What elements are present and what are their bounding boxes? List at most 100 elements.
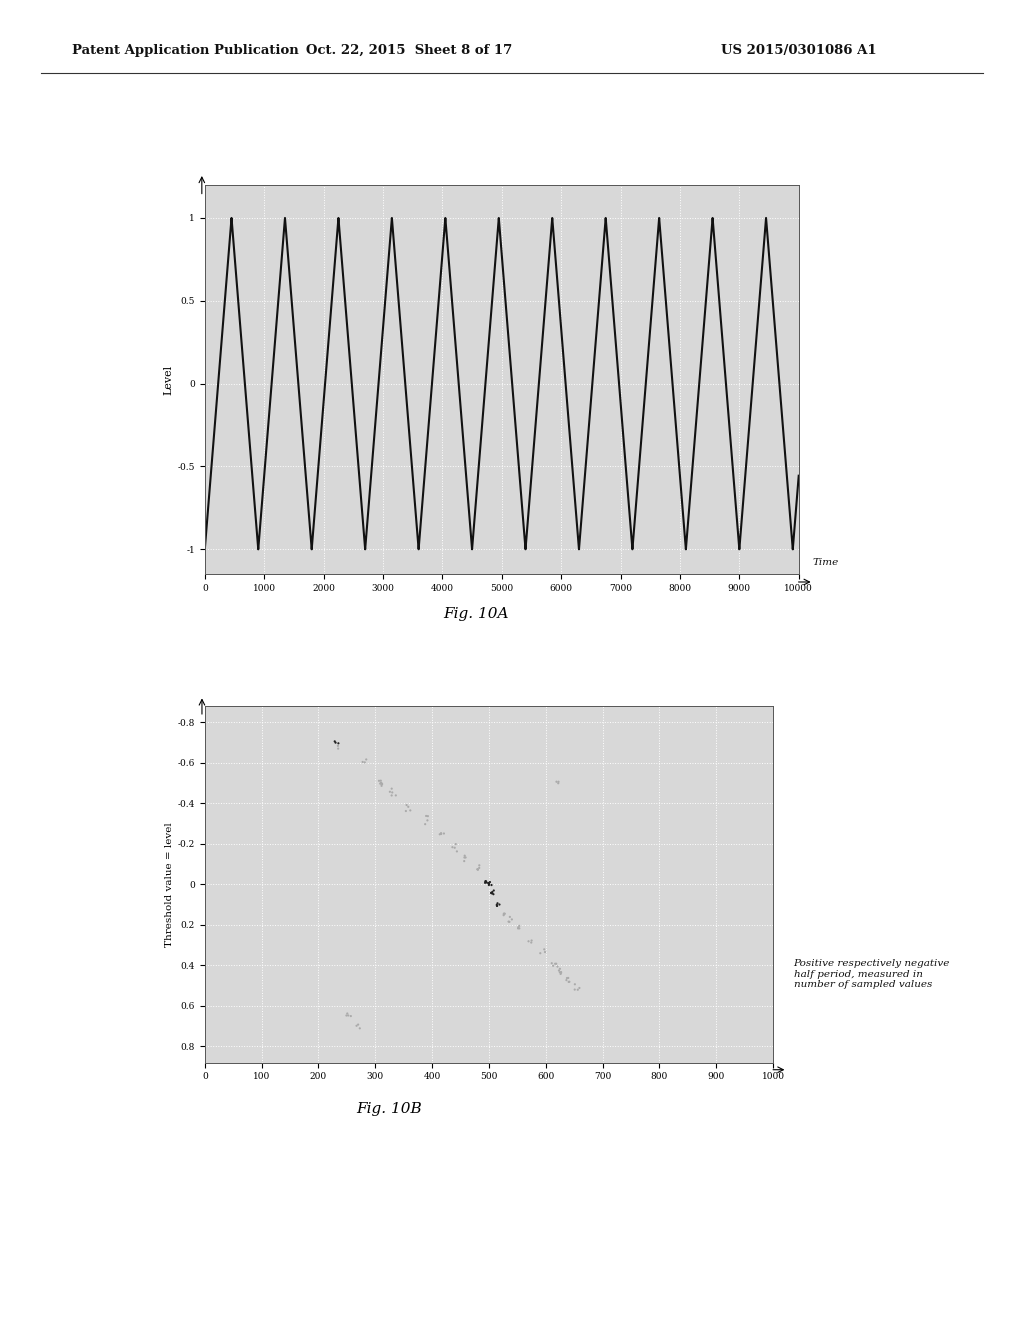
Point bbox=[373, 772, 389, 793]
Point bbox=[483, 874, 500, 895]
Point bbox=[456, 850, 472, 871]
Text: Time: Time bbox=[812, 558, 839, 566]
Point bbox=[545, 956, 561, 977]
Point bbox=[431, 824, 447, 845]
Y-axis label: Level: Level bbox=[164, 364, 173, 395]
Point bbox=[488, 895, 505, 916]
Point bbox=[551, 960, 567, 981]
Point bbox=[356, 752, 373, 774]
Point bbox=[373, 772, 389, 793]
Point bbox=[569, 979, 586, 1001]
Point bbox=[501, 911, 517, 932]
Point bbox=[433, 824, 450, 845]
Point bbox=[548, 953, 564, 974]
Point bbox=[547, 953, 563, 974]
Point bbox=[420, 805, 436, 826]
Point bbox=[537, 941, 553, 962]
Point bbox=[496, 904, 512, 925]
Point bbox=[457, 847, 473, 869]
Point bbox=[471, 855, 487, 876]
Point bbox=[552, 958, 568, 979]
Point bbox=[492, 894, 508, 915]
Point bbox=[436, 822, 453, 843]
Point bbox=[523, 932, 540, 953]
Point bbox=[496, 903, 512, 924]
Point bbox=[477, 871, 494, 892]
Point bbox=[485, 880, 502, 902]
Text: US 2015/0301086 A1: US 2015/0301086 A1 bbox=[721, 44, 877, 57]
Point bbox=[488, 895, 505, 916]
Point bbox=[350, 1014, 367, 1035]
Point bbox=[330, 738, 346, 759]
Point bbox=[536, 939, 552, 960]
Point bbox=[374, 772, 390, 793]
Point bbox=[552, 962, 568, 983]
Point bbox=[339, 1003, 355, 1024]
Point bbox=[560, 968, 577, 989]
Point bbox=[477, 873, 494, 894]
Point bbox=[330, 735, 346, 756]
Point bbox=[330, 733, 346, 754]
Point bbox=[446, 837, 463, 858]
Point bbox=[374, 774, 390, 795]
Point bbox=[501, 911, 517, 932]
Point bbox=[480, 873, 497, 894]
Point bbox=[457, 845, 473, 866]
Point bbox=[502, 907, 518, 928]
Point bbox=[382, 781, 398, 803]
Point bbox=[485, 883, 502, 904]
Point bbox=[470, 859, 486, 880]
Point bbox=[550, 771, 566, 792]
Text: Oct. 22, 2015  Sheet 8 of 17: Oct. 22, 2015 Sheet 8 of 17 bbox=[306, 44, 513, 57]
Point bbox=[480, 873, 497, 894]
Text: Positive respectively negative
half period, measured in
number of sampled values: Positive respectively negative half peri… bbox=[794, 960, 950, 989]
Point bbox=[483, 883, 500, 904]
Point bbox=[483, 882, 500, 903]
Point bbox=[532, 942, 549, 964]
Point bbox=[560, 972, 577, 993]
Point bbox=[358, 748, 375, 770]
Point bbox=[478, 871, 495, 892]
Point bbox=[548, 771, 564, 792]
Point bbox=[549, 956, 565, 977]
Point bbox=[373, 770, 389, 791]
Point bbox=[398, 795, 415, 816]
Point bbox=[496, 903, 512, 924]
Point bbox=[552, 964, 568, 985]
Point bbox=[400, 796, 417, 817]
Point bbox=[449, 841, 465, 862]
Point bbox=[384, 777, 400, 799]
Point bbox=[558, 970, 574, 991]
Point bbox=[354, 751, 371, 772]
Y-axis label: Threshold value = level: Threshold value = level bbox=[165, 822, 173, 946]
Point bbox=[419, 809, 435, 830]
Point bbox=[477, 871, 494, 892]
Point bbox=[497, 903, 513, 924]
Point bbox=[402, 800, 419, 821]
Point bbox=[348, 1015, 365, 1036]
Point bbox=[478, 873, 495, 894]
Point bbox=[469, 859, 485, 880]
Point bbox=[343, 1006, 359, 1027]
Point bbox=[553, 961, 569, 982]
Point bbox=[417, 813, 433, 834]
Point bbox=[444, 837, 461, 858]
Point bbox=[351, 1018, 368, 1039]
Point bbox=[571, 977, 588, 998]
Text: Patent Application Publication: Patent Application Publication bbox=[72, 44, 298, 57]
Point bbox=[550, 772, 566, 793]
Point bbox=[383, 785, 399, 807]
Point bbox=[374, 775, 390, 796]
Point bbox=[510, 916, 526, 937]
Point bbox=[511, 917, 527, 939]
Point bbox=[340, 1005, 356, 1026]
Point bbox=[566, 974, 583, 995]
Point bbox=[418, 805, 434, 826]
Point bbox=[566, 979, 583, 1001]
Point bbox=[458, 847, 474, 869]
Text: Fig. 10B: Fig. 10B bbox=[356, 1102, 422, 1115]
Point bbox=[433, 822, 450, 843]
Point bbox=[447, 833, 464, 854]
Point bbox=[544, 953, 560, 974]
Point bbox=[488, 895, 505, 916]
